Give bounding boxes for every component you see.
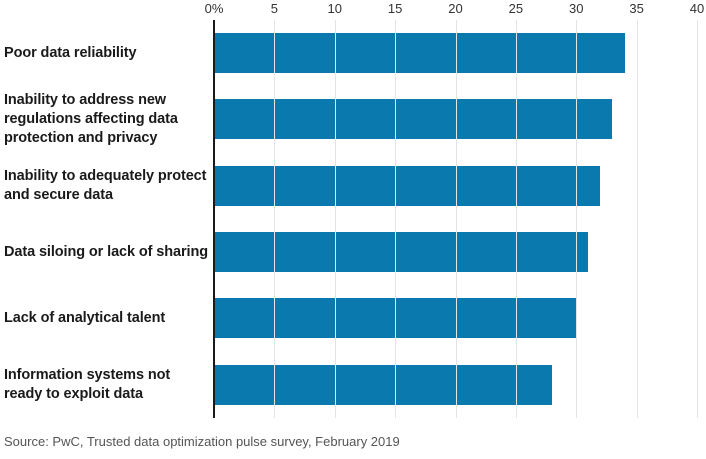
category-label: Poor data reliability	[4, 44, 137, 61]
bar	[214, 99, 613, 140]
bar-row	[214, 153, 697, 219]
category-label: Inability to adequately protect and secu…	[4, 167, 207, 203]
y-axis-line	[213, 20, 215, 418]
source-caption: Source: PwC, Trusted data optimization p…	[4, 434, 400, 449]
x-axis-tick-label: 20	[448, 1, 463, 16]
gridline	[274, 20, 276, 418]
x-axis-tick-label: 5	[270, 1, 278, 16]
plot-area: 0% 5 10 15 20 25 30 35 40	[205, 1, 704, 418]
bar-row	[214, 86, 697, 152]
x-axis-tick-label: 25	[508, 1, 524, 16]
gridline	[395, 20, 397, 418]
category-label: Lack of analytical talent	[4, 309, 166, 326]
bar	[214, 165, 601, 206]
gridline	[455, 20, 457, 418]
x-axis-tick-label: 35	[629, 1, 644, 16]
category-label: Information systems not ready to exploit…	[4, 366, 171, 402]
x-axis-tick-label: 0%	[204, 1, 224, 16]
bar-row	[214, 219, 697, 285]
x-axis-tick-label: 40	[689, 1, 705, 16]
gridline	[334, 20, 336, 418]
gridline	[636, 20, 638, 418]
bar	[214, 232, 589, 273]
gridline	[576, 20, 578, 418]
category-label: Inability to address new regulations aff…	[4, 91, 178, 146]
x-axis-tick-label: 15	[387, 1, 403, 16]
x-axis-tick-label: 10	[327, 1, 342, 16]
category-label: Data siloing or lack of sharing	[4, 243, 208, 260]
bar	[214, 364, 553, 405]
bar	[214, 33, 625, 74]
gridline	[515, 20, 517, 418]
x-axis-tick-label: 30	[569, 1, 584, 16]
bar-row	[214, 352, 697, 418]
bar-row	[214, 20, 697, 86]
gridline	[697, 20, 698, 418]
category-labels-column: Poor data reliability Inability to addres…	[4, 20, 208, 418]
